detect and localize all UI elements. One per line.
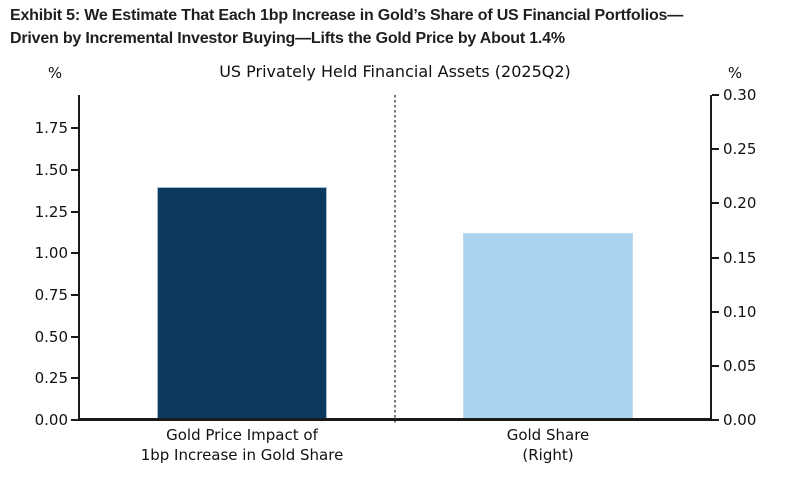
right-axis-tick-mark — [712, 202, 719, 205]
left-axis-tick-label: 0.75 — [34, 286, 68, 304]
right-axis-tick-label: 0.20 — [723, 194, 757, 213]
chart-title: US Privately Held Financial Assets (2025… — [219, 62, 571, 81]
right-axis-tick-label: 0.15 — [723, 248, 757, 267]
left-axis-tick-label: 1.75 — [34, 119, 68, 138]
left-axis-tick-mark — [71, 335, 78, 338]
right-axis-tick-label: 0.05 — [723, 356, 757, 375]
separator-dashed-line — [394, 95, 396, 424]
category-label-line: (Right) — [522, 445, 574, 464]
right-axis-tick-mark — [712, 148, 719, 151]
category-label-gold-share: Gold Share (Right) — [408, 426, 688, 465]
right-axis-spine — [710, 95, 712, 421]
right-axis-tick-mark — [712, 256, 719, 259]
left-axis-unit-label: % — [47, 64, 63, 82]
left-axis-tick-mark — [71, 210, 78, 213]
category-label-line: Gold Share — [506, 426, 590, 444]
left-axis-tick-label: 1.00 — [34, 244, 68, 263]
exhibit-title-line1: Exhibit 5: We Estimate That Each 1bp Inc… — [10, 7, 684, 24]
right-axis-tick-mark — [712, 419, 719, 421]
right-axis-unit-label: % — [727, 64, 743, 82]
left-axis-tick-label: 1.50 — [34, 161, 68, 179]
bar-gold-share — [463, 232, 633, 420]
left-axis-tick-mark — [71, 127, 78, 130]
left-axis-tick-label: 1.25 — [34, 202, 68, 221]
exhibit-title-line2: Driven by Incremental Investor Buying—Li… — [10, 29, 565, 47]
right-axis-tick-label: 0.25 — [723, 140, 757, 159]
left-axis-spine — [78, 95, 80, 421]
left-axis-tick-mark — [71, 294, 78, 296]
left-axis-tick-mark — [71, 377, 78, 380]
exhibit-title: Exhibit 5: We Estimate That Each 1bp Inc… — [10, 5, 796, 50]
right-axis-tick-mark — [712, 310, 719, 313]
left-axis-tick-label: 0.00 — [34, 411, 68, 429]
left-axis-tick-label: 0.50 — [34, 327, 68, 346]
right-axis-tick-label: 0.30 — [723, 86, 757, 104]
left-axis-tick-mark — [71, 419, 78, 421]
category-label-gold-price-impact: Gold Price Impact of 1bp Increase in Gold… — [102, 426, 382, 465]
category-label-line: 1bp Increase in Gold Share — [140, 445, 344, 464]
left-axis-tick-label: 0.25 — [34, 369, 68, 388]
right-axis-tick-label: 0.00 — [723, 411, 757, 429]
left-axis-tick-mark — [71, 169, 78, 171]
right-axis-tick-mark — [712, 94, 719, 96]
right-axis-tick-label: 0.10 — [723, 302, 757, 321]
right-axis-tick-mark — [712, 364, 719, 367]
category-label-line: Gold Price Impact of — [166, 426, 318, 444]
bottom-axis-spine — [78, 418, 712, 421]
bar-gold-price-impact — [157, 186, 327, 420]
left-axis-tick-mark — [71, 252, 78, 255]
